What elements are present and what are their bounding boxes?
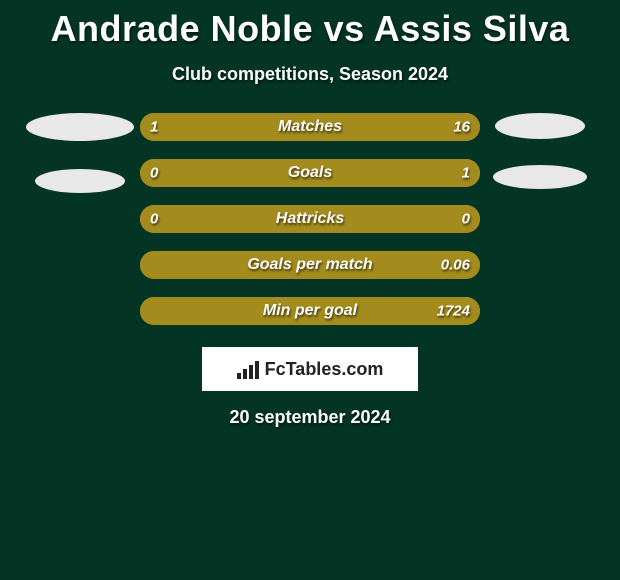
stats-center-col: Matches 1 16 Goals 0 1 Hattricks 0 0 Goals per ma… xyxy=(140,113,480,325)
right-player-ellipse xyxy=(495,113,585,139)
stat-value-left: 1 xyxy=(150,119,158,136)
stat-value-right: 0 xyxy=(462,211,470,228)
right-player-col xyxy=(480,113,600,325)
stat-value-left: 0 xyxy=(150,165,158,182)
stat-row: Min per goal 1724 xyxy=(140,297,480,325)
right-player-ellipse xyxy=(493,165,587,189)
stat-label: Goals per match xyxy=(247,256,372,274)
logo-text: FcTables.com xyxy=(265,359,384,380)
stat-row: Goals per match 0.06 xyxy=(140,251,480,279)
stat-value-right: 1724 xyxy=(437,303,470,320)
logo-box: FcTables.com xyxy=(202,347,418,391)
left-player-ellipse xyxy=(35,169,125,193)
page-title: Andrade Noble vs Assis Silva xyxy=(51,8,570,50)
left-player-ellipse xyxy=(26,113,134,141)
stat-row: Hattricks 0 0 xyxy=(140,205,480,233)
left-player-col xyxy=(20,113,140,325)
stat-label: Matches xyxy=(278,118,342,136)
stat-label: Goals xyxy=(288,164,332,182)
stat-row: Goals 0 1 xyxy=(140,159,480,187)
date-text: 20 september 2024 xyxy=(229,407,390,428)
stats-wrap: Matches 1 16 Goals 0 1 Hattricks 0 0 Goals per ma… xyxy=(0,113,620,325)
stat-value-right: 16 xyxy=(453,119,470,136)
stat-label: Min per goal xyxy=(263,302,357,320)
stat-value-right: 0.06 xyxy=(441,257,470,274)
stat-value-left: 0 xyxy=(150,211,158,228)
stat-value-right: 1 xyxy=(462,165,470,182)
chart-icon xyxy=(237,359,259,379)
stat-row: Matches 1 16 xyxy=(140,113,480,141)
infographic-container: Andrade Noble vs Assis Silva Club compet… xyxy=(0,0,620,428)
stat-label: Hattricks xyxy=(276,210,344,228)
page-subtitle: Club competitions, Season 2024 xyxy=(172,64,448,85)
